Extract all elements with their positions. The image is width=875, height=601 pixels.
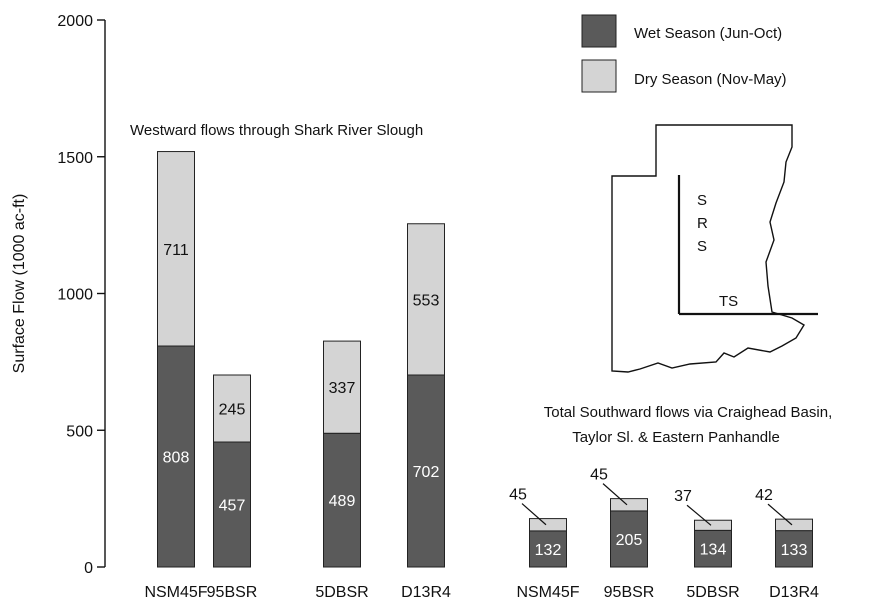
legend-swatch-wet [581,14,617,48]
data-label-wet-g1-5dbsr: 489 [329,493,356,510]
x-tick-label-g2-d13r4: D13R4 [769,584,819,601]
bar-dry-g1-nsm45f [157,151,195,347]
legend-label-wet: Wet Season (Jun-Oct) [634,25,782,42]
bar-wet-g2-95bsr [610,510,648,568]
inset-map: S R S TS [611,124,818,373]
y-tick-label-1500: 1500 [57,150,93,167]
data-label-dry-g2-95bsr: 45 [590,467,608,484]
bar-wet-g2-d13r4 [775,530,813,568]
axes: 0 500 1000 1500 2000 Surface Flow (1000 ac-ft… [11,13,106,577]
data-label-dry-g1-d13r4: 553 [413,292,440,309]
x-tick-label-g1-nsm45f: NSM45F [144,584,207,601]
bar-dry-g2-nsm45f [529,518,567,532]
y-tick-label-0: 0 [84,560,93,577]
bar-wet-g1-nsm45f [157,345,195,568]
x-tick-label-g1-95bsr: 95BSR [207,584,258,601]
data-label-dry-g2-nsm45f: 45 [509,487,527,504]
bar-wet-g1-95bsr [213,441,251,568]
bar-dry-g1-95bsr [213,374,251,443]
data-label-dry-g1-5dbsr: 337 [329,380,356,397]
leader-line-g2-5dbsr [686,504,712,526]
bar-dry-g2-d13r4 [775,518,813,532]
bar-wet-g1-d13r4 [407,374,445,568]
legend: Wet Season (Jun-Oct) Dry Season (Nov-May… [581,14,787,93]
map-label-ts: TS [719,293,738,310]
data-label-wet-g1-nsm45f: 808 [163,450,190,467]
map-label-s1: S [697,192,707,209]
x-tick-label-g2-5dbsr: 5DBSR [686,584,739,601]
group-label-southward-line1: Total Southward flows via Craighead Basi… [544,404,833,421]
data-label-wet-g2-d13r4: 133 [781,542,808,559]
x-tick-label-g1-d13r4: D13R4 [401,584,451,601]
leader-line-g2-nsm45f [521,503,547,526]
bar-wet-g2-5dbsr [694,529,732,568]
bar-dry-g2-95bsr [610,498,648,512]
map-label-r: R [697,215,708,232]
bars: NSM45F 808 711 95BSR 457 245 5DBSR 489 337 D13R4 7… [144,151,819,601]
data-label-wet-g2-nsm45f: 132 [535,542,562,559]
leader-line-g2-d13r4 [767,503,793,526]
legend-swatch-dry [581,59,617,93]
bar-dry-g1-d13r4 [407,223,445,376]
group-label-westward: Westward flows through Shark River Sloug… [130,122,423,139]
y-tick-label-1000: 1000 [57,287,93,304]
bar-dry-g2-5dbsr [694,519,732,531]
data-label-wet-g2-95bsr: 205 [616,532,643,549]
y-axis-label: Surface Flow (1000 ac-ft) [11,194,28,374]
bar-wet-g1-5dbsr [323,432,361,568]
x-tick-label-g2-95bsr: 95BSR [604,584,655,601]
map-label-s2: S [697,238,707,255]
y-tick-label-500: 500 [66,423,93,440]
data-label-wet-g1-d13r4: 702 [413,464,440,481]
data-label-dry-g2-d13r4: 42 [755,487,773,504]
data-label-wet-g2-5dbsr: 134 [700,542,727,559]
bar-dry-g1-5dbsr [323,340,361,434]
data-label-dry-g2-5dbsr: 37 [674,488,692,505]
x-tick-label-g1-5dbsr: 5DBSR [315,584,368,601]
data-label-wet-g1-95bsr: 457 [219,498,246,515]
legend-label-dry: Dry Season (Nov-May) [634,71,787,88]
x-tick-label-g2-nsm45f: NSM45F [516,584,579,601]
data-label-dry-g1-nsm45f: 711 [163,242,189,259]
leader-line-g2-95bsr [602,483,628,506]
map-outline [611,124,805,373]
data-label-dry-g1-95bsr: 245 [219,402,246,419]
y-tick-label-2000: 2000 [57,13,93,30]
group-label-southward-line2: Taylor Sl. & Eastern Panhandle [572,429,780,446]
